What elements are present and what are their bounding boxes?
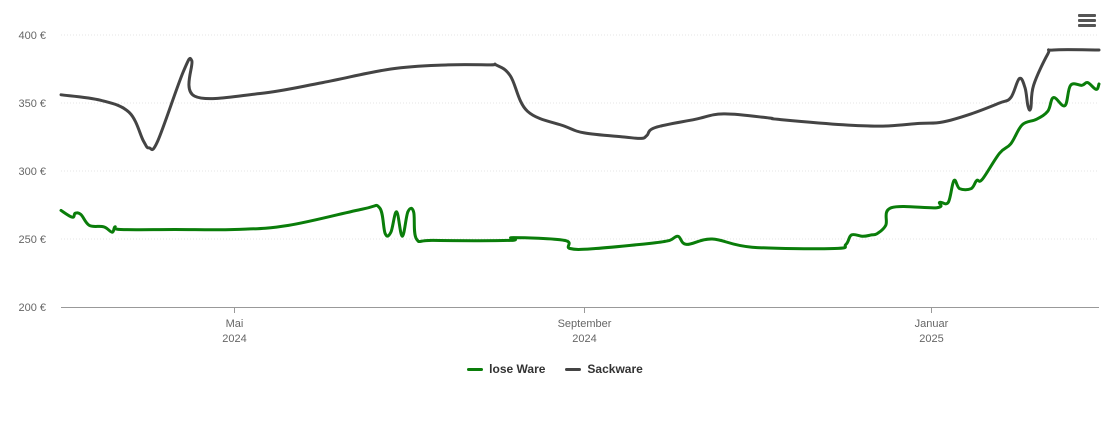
series-line-sackware: [59, 48, 1101, 152]
series-line-lose-ware: [59, 81, 1101, 251]
chart-menu-icon[interactable]: [1077, 12, 1097, 32]
legend-swatch-lose-ware: [467, 367, 484, 371]
legend-label-sackware: Sackware: [587, 362, 643, 376]
legend-swatch-sackware: [565, 367, 582, 371]
x-tick-label-month: September: [558, 318, 612, 330]
x-tick-label-year: 2025: [919, 333, 943, 345]
y-tick-label: 300 €: [18, 166, 46, 178]
series-lines: [59, 48, 1101, 251]
x-tick-label-month: Mai: [226, 318, 244, 330]
y-tick-label: 350 €: [18, 98, 46, 110]
y-tick-label: 400 €: [18, 30, 46, 42]
x-tick-label-year: 2024: [222, 333, 246, 345]
x-tick-label-year: 2024: [572, 333, 596, 345]
legend-item-sackware[interactable]: Sackware: [565, 362, 643, 376]
legend-item-lose-ware[interactable]: lose Ware: [467, 362, 545, 376]
grid-lines: [61, 34, 1099, 240]
x-tick-label-month: Januar: [915, 318, 949, 330]
y-tick-label: 250 €: [18, 234, 46, 246]
legend-label-lose-ware: lose Ware: [489, 362, 546, 376]
x-axis-ticks: Mai 2024 September 2024 Januar 2025: [222, 307, 949, 345]
y-tick-label: 200 €: [18, 302, 46, 314]
legend: lose Ware Sackware: [0, 362, 1110, 376]
y-axis-tick-labels: 200 € 250 € 300 € 350 € 400 €: [18, 30, 46, 314]
